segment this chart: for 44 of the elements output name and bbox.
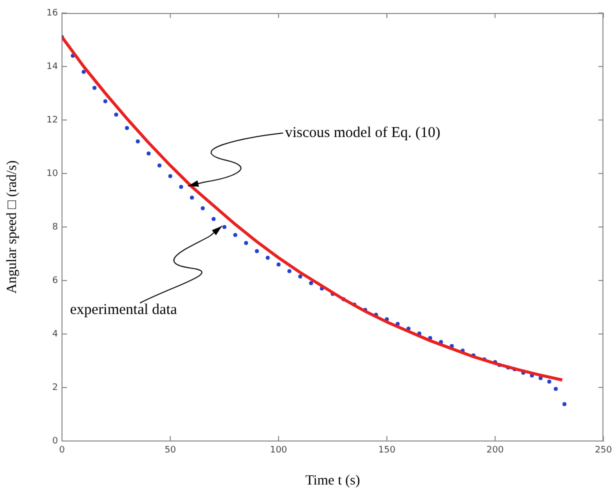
x-axis-title: Time t (s) — [305, 473, 360, 488]
point — [124, 126, 129, 130]
point — [157, 163, 162, 168]
point — [179, 184, 184, 189]
y-tick-label: 6 — [52, 276, 58, 286]
y-tick-label: 4 — [52, 329, 58, 340]
x-tick-label: 250 — [594, 446, 612, 456]
y-axis-title: Angular speed □ (rad/s) — [5, 160, 20, 294]
point — [103, 99, 108, 104]
point — [254, 249, 259, 254]
point — [168, 174, 172, 178]
point — [82, 70, 86, 74]
point — [222, 225, 226, 229]
point — [554, 386, 558, 391]
point — [233, 233, 238, 238]
point — [287, 269, 292, 274]
annotation: viscous model of Eq. (10) — [285, 124, 440, 141]
point — [146, 151, 151, 156]
point — [547, 380, 552, 384]
point — [190, 196, 194, 200]
x-tick-label: 150 — [378, 446, 396, 456]
x-tick-label: 50 — [164, 446, 176, 456]
y-tick-label: 16 — [46, 8, 58, 18]
annotation: experimental data — [70, 302, 178, 318]
point — [309, 281, 314, 286]
x-tick-label: 200 — [486, 446, 504, 456]
y-tick-label: 14 — [46, 62, 58, 72]
x-tick-label: 0 — [59, 446, 66, 456]
point — [562, 402, 566, 406]
y-tick-label: 10 — [46, 168, 58, 179]
point — [298, 274, 302, 278]
point — [200, 206, 205, 210]
point — [92, 86, 96, 90]
point — [136, 139, 140, 144]
point — [212, 216, 216, 221]
point — [266, 256, 270, 260]
y-tick-label: 2 — [52, 382, 58, 393]
y-tick-label: 8 — [52, 222, 58, 232]
y-tick-label: 12 — [46, 115, 58, 126]
y-tick-label: 0 — [52, 436, 58, 446]
point — [114, 112, 118, 117]
x-tick-label: 100 — [270, 446, 288, 456]
point — [244, 241, 248, 246]
point — [276, 262, 281, 266]
